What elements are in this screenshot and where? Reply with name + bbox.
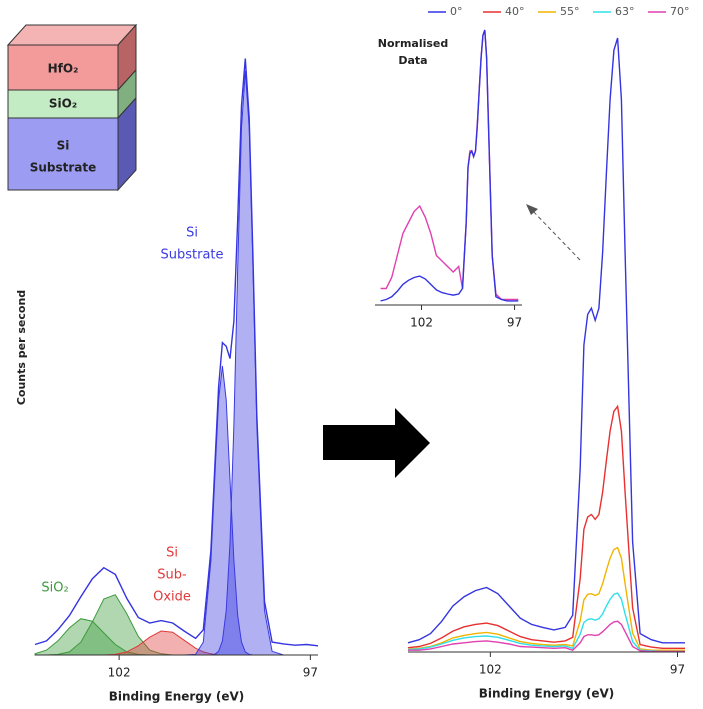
dashed-arrow-head [526,204,538,215]
layer-label: SiO₂ [49,97,77,111]
legend-label: 55° [560,5,580,18]
line [381,30,519,300]
area [35,366,318,655]
legend-label: 70° [670,5,690,18]
legend-label: 63° [615,5,635,18]
layer-label: HfO₂ [48,62,79,76]
line [381,30,519,301]
layer-si [8,118,118,190]
annotation: Substrate [160,248,223,263]
line [408,621,685,651]
layer-label: Substrate [30,161,97,175]
x-axis-label: Binding Energy (eV) [479,687,615,701]
legend-label: 40° [505,5,525,18]
annotation: Sub- [157,568,187,583]
inset-title: Data [398,54,427,67]
layer-top [8,25,136,45]
annotation: Oxide [153,590,191,605]
x-tick-label: 102 [410,316,433,330]
annotation: SiO₂ [41,581,68,596]
legend-label: 0° [450,5,463,18]
x-tick-label: 97 [670,663,685,677]
y-axis-label: Counts per second [15,290,28,405]
annotation: Si [186,226,198,241]
annotation: Si [166,546,178,561]
big-arrow [323,408,430,478]
line [408,38,685,643]
x-tick-label: 97 [507,316,522,330]
figure: HfO₂ SiO₂ Si Substrate SiO₂ Si Sub- Oxid… [0,0,703,709]
x-tick-label: 102 [108,666,131,680]
inset-title: Normalised [378,37,449,50]
x-tick-label: 102 [479,663,502,677]
layer-label: Si [57,139,70,153]
layer-diagram: HfO₂ SiO₂ Si Substrate [8,25,136,190]
dashed-arrow [530,208,580,260]
line [408,593,685,651]
x-axis-label: Binding Energy (eV) [109,690,245,704]
line [408,406,685,648]
x-tick-label: 97 [303,666,318,680]
